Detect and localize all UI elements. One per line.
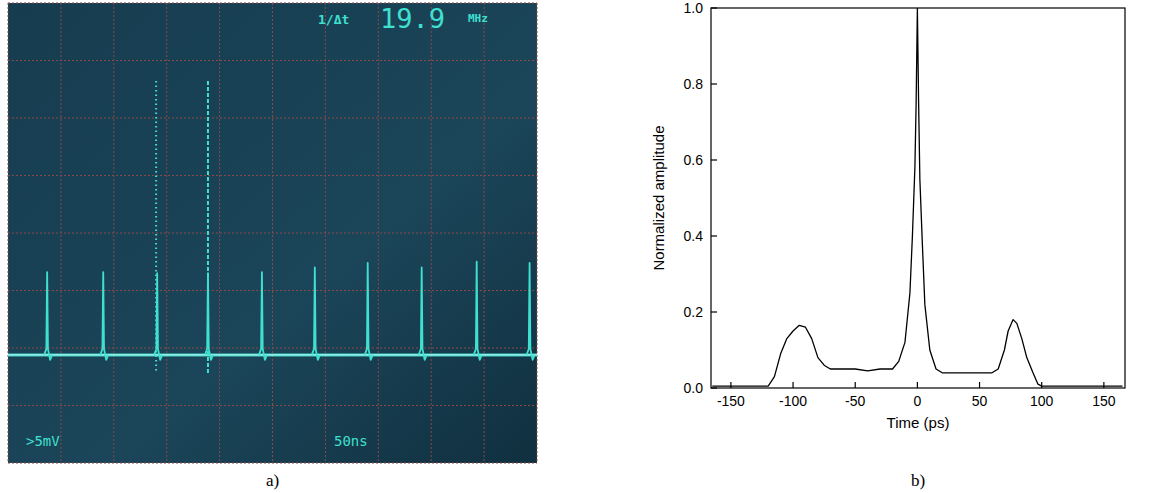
readout-value: 19.9: [380, 3, 445, 34]
grid-line-y: [8, 3, 537, 4]
baseline-core: [8, 354, 537, 355]
x-tick: [792, 382, 793, 388]
y-tick: [711, 235, 717, 236]
x-tick-label: 100: [1030, 393, 1054, 409]
grid-line-y: [8, 463, 537, 464]
y-tick-label: 0.4: [684, 228, 704, 244]
x-tick-label: -150: [717, 393, 745, 409]
x-tick-label: -50: [845, 393, 865, 409]
autocorrelation-trace: [712, 8, 1122, 386]
y-scale-text: >5mV: [26, 433, 60, 449]
x-tick: [1041, 382, 1042, 388]
x-scale-text: 50ns: [334, 433, 368, 449]
y-tick-label: 0.2: [684, 304, 704, 320]
grid-line-y: [8, 405, 537, 406]
y-tick-label: 0.0: [684, 380, 704, 396]
baseline-trace: [8, 353, 537, 356]
pulse: [44, 272, 52, 360]
y-tick: [711, 311, 717, 312]
panel-caption: a): [266, 471, 279, 490]
pulse: [100, 272, 108, 360]
pulse: [259, 272, 267, 360]
grid-line-x: [431, 3, 432, 463]
y-tick-label: 1.0: [684, 0, 704, 16]
trace-group: [8, 81, 537, 373]
plot-frame: [711, 8, 1125, 388]
y-tick: [711, 83, 717, 84]
scope-panel: 1/Δt 19.9 MHz >5mV 50ns a): [8, 3, 537, 490]
figure: 1/Δt 19.9 MHz >5mV 50ns a) -150 -100 -50 0 50 100 15…: [0, 0, 1164, 493]
line-panel: -150 -100 -50 0 50 100 150 0.0 0.2 0.4 0.6 0.8 1.0 Ti…: [650, 0, 1125, 490]
y-axis-title: Normalized amplitude: [650, 125, 667, 270]
grid-line-y: [8, 118, 537, 119]
grid-line-x: [166, 3, 167, 463]
y-tick: [711, 387, 717, 388]
pulse: [365, 263, 373, 360]
pulse: [312, 268, 320, 360]
grid-line-y: [8, 60, 537, 61]
cursor: [207, 81, 209, 373]
y-tick-label: 0.8: [684, 76, 704, 92]
x-tick-label: -100: [779, 393, 807, 409]
y-tick: [711, 159, 717, 160]
grid-line-y: [8, 233, 537, 234]
x-tick: [855, 382, 856, 388]
x-axis-title: Time (ps): [887, 414, 950, 431]
grid-line-x: [219, 3, 220, 463]
cursor: [155, 81, 157, 373]
y-tick-label: 0.6: [684, 152, 704, 168]
line-group: [712, 8, 1122, 386]
x-tick-label: 0: [913, 393, 921, 409]
x-tick: [979, 382, 980, 388]
readout-label: 1/Δt: [318, 12, 349, 27]
pulse: [419, 268, 427, 360]
pulse: [474, 262, 482, 360]
readout-unit: MHz: [468, 12, 488, 25]
x-tick-label: 50: [972, 393, 988, 409]
pulse: [527, 263, 535, 360]
y-tick: [711, 7, 717, 8]
x-tick: [917, 382, 918, 388]
x-tick: [730, 382, 731, 388]
x-tick: [1103, 382, 1104, 388]
grid-line-y: [8, 175, 537, 176]
panel-caption: b): [911, 471, 925, 490]
grid-line-y: [8, 348, 537, 349]
grid-line-y: [8, 290, 537, 291]
x-tick-label: 150: [1092, 393, 1116, 409]
scope-screen: [8, 3, 537, 463]
